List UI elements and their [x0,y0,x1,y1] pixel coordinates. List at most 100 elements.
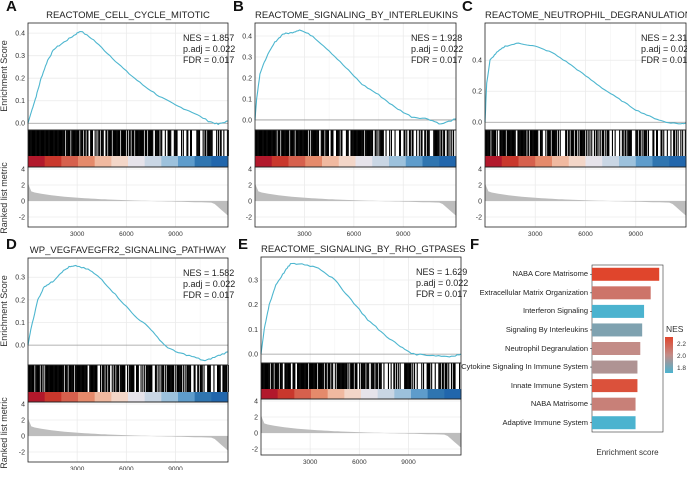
gene-hit-mark [404,130,406,156]
gene-hit-mark [380,363,382,389]
gene-hit-mark [157,365,159,392]
y2-tick-label: 0 [248,199,252,206]
gene-hit-mark [344,363,346,389]
gene-hit-mark [301,130,303,156]
y-tick-label: 0.1 [248,327,258,334]
gene-hit-mark [404,363,406,389]
gene-hit-mark [346,130,348,156]
gene-hit-mark [197,130,199,156]
rank-color-segment [28,156,46,167]
gene-hit-mark [385,130,387,156]
gene-hit-mark [162,365,164,392]
gene-hit-mark [302,363,304,389]
y-tick-label: 0.0 [15,343,25,350]
gene-hit-mark [174,365,176,392]
gene-hit-mark [549,130,551,156]
gene-hit-mark [327,130,329,156]
gene-hit-mark [171,365,173,392]
gene-hit-mark [352,130,354,156]
gene-hit-mark [337,363,339,389]
rank-panel-frame [27,166,229,228]
gene-hit-mark [201,365,203,392]
gene-hit-mark [557,130,559,156]
gene-hit-mark [275,130,277,156]
gene-hit-mark [265,130,267,156]
gene-hit-mark [304,130,306,156]
gene-hit-mark [55,130,57,156]
y-tick-label: 0.0 [472,120,482,127]
gene-hit-mark [102,365,104,392]
gene-hit-mark [382,130,384,156]
gene-hit-mark [607,130,609,156]
gene-hit-mark [421,130,423,156]
gene-hit-mark [210,130,212,156]
gene-hit-mark [512,130,514,156]
gene-hit-mark [340,130,342,156]
gene-hit-mark [595,130,597,156]
gene-hit-mark [534,130,536,156]
bar [592,267,660,281]
gene-hit-mark [213,365,215,392]
gene-hit-mark [187,365,189,392]
gene-hit-mark [106,365,108,392]
gene-hit-mark [454,363,456,389]
gene-hit-mark [376,363,378,389]
panel-title: REACTOME_CELL_CYCLE_MITOTIC [46,10,210,21]
gene-hit-mark [437,130,439,156]
gene-hit-mark [643,130,645,156]
x-tick-label: 6000 [352,459,367,466]
rank-color-segment [568,156,586,167]
gene-hit-mark [373,363,375,389]
gene-hit-mark [408,363,410,389]
gene-hit-mark [122,130,124,156]
gene-hit-mark [172,365,174,392]
y-tick-label: 0.4 [15,31,25,38]
gene-hit-mark [61,130,63,156]
gene-hit-mark [55,365,57,392]
gene-hit-mark [176,365,178,392]
gene-hit-mark [211,130,213,156]
x-tick-label: 3000 [70,231,85,238]
gene-hit-mark [37,130,39,156]
gene-hit-mark [72,130,74,156]
gene-hit-mark [137,365,139,392]
gene-hit-mark [121,130,123,156]
y-tick-label: 0.3 [15,275,25,282]
gene-hit-mark [71,130,73,156]
gene-hit-mark [406,130,408,156]
gene-hit-mark [136,365,138,392]
gene-hit-mark [109,130,111,156]
gene-hit-mark [73,365,75,392]
gene-hit-mark [331,130,333,156]
gene-hit-mark [300,130,302,156]
gene-hit-mark [92,365,94,392]
gene-hit-mark [164,365,166,392]
gene-hit-mark [65,130,67,156]
gene-hit-mark [370,363,372,389]
gene-hit-mark [133,365,135,392]
gene-hit-mark [375,130,377,156]
x-tick-label: 9000 [168,466,183,470]
gene-hit-mark [308,363,310,389]
gene-hit-mark [350,363,352,389]
gene-hit-mark [339,363,341,389]
gene-hit-mark [314,130,316,156]
gene-hit-mark [37,365,39,392]
gene-hit-mark [328,363,330,389]
gene-hit-mark [49,365,51,392]
gene-hit-mark [545,130,547,156]
gene-hit-mark [130,365,132,392]
gene-hit-mark [122,365,124,392]
gene-hit-mark [149,365,151,392]
gene-hit-mark [273,130,275,156]
gene-hit-mark [264,363,266,389]
gene-hit-mark [684,130,686,156]
gene-hit-mark [267,130,269,156]
gene-hit-mark [629,130,631,156]
gene-hit-mark [653,130,655,156]
gene-hit-mark [352,363,354,389]
y2-tick-label: -2 [19,215,25,222]
rank-panel-frame [484,166,687,228]
gene-hit-mark [567,130,569,156]
rank-color-segment [194,392,212,402]
